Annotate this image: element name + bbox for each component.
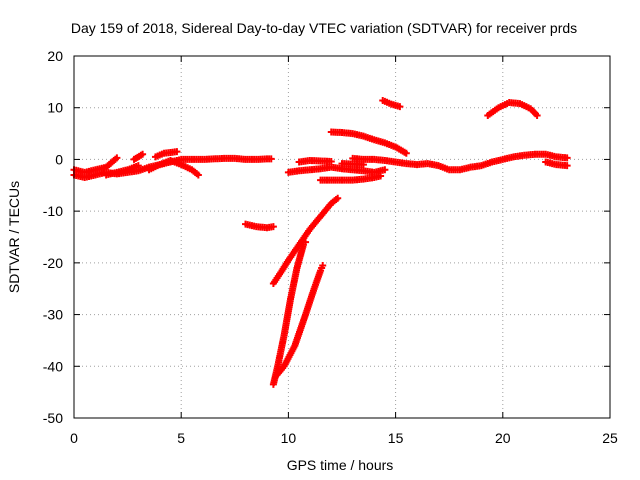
y-axis-label: SDTVAR / TECUs	[6, 181, 22, 293]
data-point	[134, 162, 142, 170]
data-point	[396, 103, 404, 111]
y-tick-label: -20	[43, 255, 63, 271]
x-tick-label: 15	[388, 430, 404, 446]
y-tick-label: 20	[47, 48, 63, 64]
y-tick-label: 10	[47, 100, 63, 116]
data-point	[173, 148, 181, 156]
data-point	[377, 172, 385, 180]
x-tick-label: 0	[70, 430, 78, 446]
y-tick-label: -50	[43, 410, 63, 426]
data-point	[563, 154, 571, 162]
y-tick-label: 0	[55, 151, 63, 167]
data-markers	[70, 96, 571, 388]
data-point	[533, 111, 541, 119]
data-point	[319, 261, 327, 269]
plot-frame	[73, 55, 611, 419]
x-axis-label: GPS time / hours	[287, 457, 394, 473]
data-point	[267, 155, 275, 163]
x-tick-label: 5	[177, 430, 185, 446]
axis-ticks: 0 5 10 15 20 25 -50 -40 -30 -20 -10 0 10 20	[43, 48, 618, 446]
data-point	[402, 149, 410, 157]
y-tick-label: -40	[43, 358, 63, 374]
grid-lines	[74, 56, 610, 418]
data-point	[302, 238, 310, 246]
y-tick-label: -10	[43, 203, 63, 219]
data-point	[381, 166, 389, 174]
x-tick-label: 10	[281, 430, 297, 446]
data-point	[139, 150, 147, 158]
data-point	[113, 154, 121, 162]
data-point	[194, 171, 202, 179]
x-tick-label: 25	[602, 430, 618, 446]
data-point	[334, 194, 342, 202]
y-tick-label: -30	[43, 307, 63, 323]
x-tick-label: 20	[495, 430, 511, 446]
data-point	[563, 162, 571, 170]
data-point	[327, 157, 335, 165]
data-point	[269, 223, 277, 231]
chart-title: Day 159 of 2018, Sidereal Day-to-day VTE…	[71, 20, 577, 36]
